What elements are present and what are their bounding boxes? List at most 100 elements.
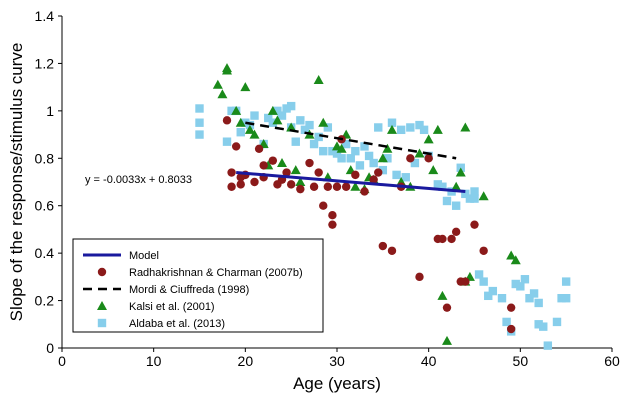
- legend-item: Aldaba et al. (2013): [97, 318, 225, 330]
- data-point-triangle: [286, 122, 297, 132]
- x-tick-label: 60: [604, 353, 620, 369]
- data-point-square: [415, 120, 424, 130]
- data-point-square: [355, 161, 365, 170]
- data-point-square: [552, 317, 562, 327]
- data-point-square: [543, 341, 553, 350]
- data-point-square: [346, 154, 355, 163]
- data-point-square: [195, 118, 204, 127]
- data-point-circle: [250, 177, 259, 187]
- data-point-circle: [479, 246, 488, 255]
- data-point-square: [410, 158, 420, 168]
- data-point-circle: [319, 201, 328, 210]
- data-point-circle: [323, 182, 333, 191]
- data-point-circle: [332, 182, 342, 191]
- data-point-square: [419, 125, 429, 135]
- data-point-square: [465, 194, 475, 203]
- data-point-square: [484, 291, 493, 301]
- data-point-circle: [415, 272, 424, 282]
- data-point-triangle: [272, 115, 283, 125]
- series-layer: [195, 63, 571, 350]
- legend-item: Kalsi et al. (2001): [97, 301, 215, 313]
- data-point-square: [268, 118, 278, 127]
- x-tick-label: 30: [329, 353, 345, 369]
- data-point-circle: [309, 182, 319, 191]
- data-point-square: [360, 142, 369, 151]
- data-point-square: [438, 182, 447, 191]
- data-point-circle: [328, 211, 337, 220]
- model-line: [236, 171, 466, 193]
- data-point-square: [488, 286, 498, 296]
- data-point-triangle: [295, 177, 306, 186]
- data-point-triangle: [222, 65, 232, 75]
- data-point-square: [529, 289, 539, 298]
- data-point-circle: [296, 184, 305, 194]
- data-point-triangle: [460, 122, 471, 132]
- data-point-triangle: [277, 158, 287, 168]
- data-point-square: [314, 132, 323, 142]
- data-point-square: [309, 139, 319, 149]
- dashed-trend-line: [245, 121, 457, 160]
- data-point-triangle: [290, 165, 301, 175]
- data-point-square: [241, 118, 250, 127]
- y-tick-label: 0.8: [35, 150, 55, 166]
- series-circle: [222, 116, 516, 334]
- data-point-square: [296, 116, 305, 125]
- y-tick-label: 1.4: [35, 8, 55, 24]
- data-point-circle: [506, 303, 516, 312]
- data-point-square: [305, 120, 314, 130]
- data-point-triangle: [455, 167, 466, 177]
- data-point-circle: [231, 142, 241, 151]
- data-point-triangle: [437, 290, 448, 300]
- data-point-square: [364, 151, 374, 161]
- data-point-square: [470, 194, 479, 203]
- y-tick-label: 1.2: [35, 55, 55, 71]
- data-point-triangle: [336, 143, 347, 153]
- data-point-triangle: [212, 79, 223, 89]
- data-point-square: [374, 123, 383, 132]
- data-point-square: [273, 106, 282, 116]
- data-point-square: [236, 128, 245, 137]
- data-point-triangle: [244, 124, 255, 134]
- data-point-triangle: [414, 148, 425, 158]
- y-tick-label: 1: [46, 103, 54, 119]
- data-point-square: [264, 113, 273, 123]
- regression-equation: y = -0.0033x + 0.8033: [85, 174, 192, 186]
- data-point-square: [451, 201, 461, 210]
- y-tick-label: 0.6: [35, 198, 55, 214]
- data-point-circle: [227, 182, 236, 191]
- data-point-circle: [222, 116, 232, 125]
- data-point-square: [195, 104, 204, 113]
- data-point-circle: [387, 246, 397, 255]
- data-point-triangle-legend: [97, 301, 107, 310]
- data-point-triangle: [267, 105, 278, 115]
- data-point-triangle: [377, 153, 388, 163]
- data-point-circle: [369, 175, 378, 184]
- data-point-circle: [286, 180, 296, 189]
- data-point-circle: [254, 144, 264, 153]
- data-point-square: [516, 282, 525, 291]
- data-point-square: [479, 277, 488, 286]
- data-point-square: [392, 170, 401, 180]
- data-point-circle: [282, 168, 291, 177]
- data-point-triangle: [249, 129, 260, 139]
- y-axis-ticks: 0 0.2 0.4 0.6 0.8 1 1.2 1.4: [35, 8, 62, 356]
- data-point-triangle: [451, 181, 462, 191]
- data-point-triangle: [510, 255, 521, 265]
- data-point-circle: [442, 303, 452, 312]
- data-point-square: [396, 125, 406, 135]
- data-point-circle: [447, 234, 456, 244]
- data-point-square: [332, 149, 342, 158]
- x-axis-title: Age (years): [293, 374, 381, 393]
- data-point-circle: [259, 161, 268, 170]
- data-point-square: [520, 275, 530, 284]
- data-point-square: [227, 106, 236, 116]
- data-point-square: [300, 125, 310, 135]
- data-point-circle-legend: [97, 267, 107, 277]
- data-point-circle: [438, 234, 447, 244]
- data-point-square: [286, 101, 296, 111]
- data-point-circle: [406, 154, 415, 163]
- data-point-circle: [305, 158, 314, 168]
- legend-label: Aldaba et al. (2013): [129, 318, 225, 330]
